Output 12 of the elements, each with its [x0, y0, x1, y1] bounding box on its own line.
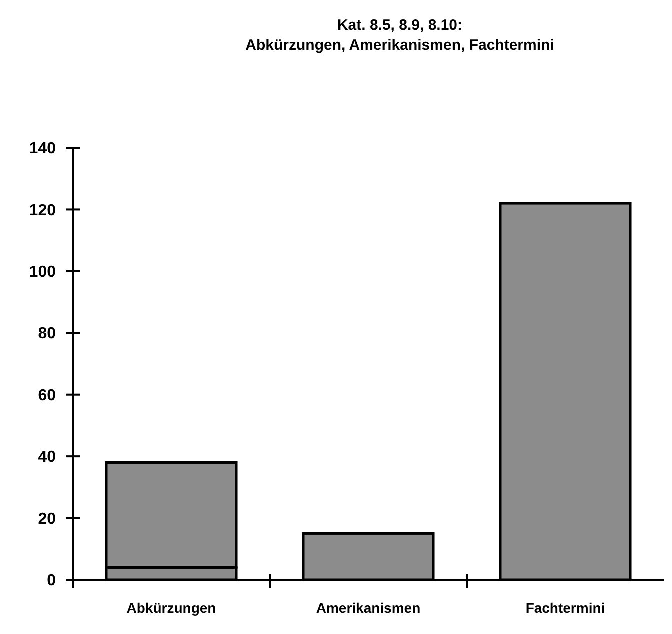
x-tick-label: Fachtermini — [526, 600, 606, 616]
y-tick-label: 0 — [47, 572, 56, 590]
chart-title: Kat. 8.5, 8.9, 8.10: Abkürzungen, Amerikanismen, Fachtermini — [246, 17, 554, 54]
y-tick-label: 140 — [29, 140, 56, 158]
x-tick-label: Amerikanismen — [316, 600, 421, 616]
y-tick-label: 120 — [29, 202, 56, 220]
y-tick-label: 40 — [38, 449, 56, 466]
y-tick-label: 80 — [38, 326, 56, 343]
y-tick-label: 100 — [29, 264, 56, 282]
y-tick-label: 20 — [38, 510, 56, 528]
x-tick-label: Abkürzungen — [126, 600, 216, 616]
y-tick-label: 60 — [38, 387, 56, 404]
